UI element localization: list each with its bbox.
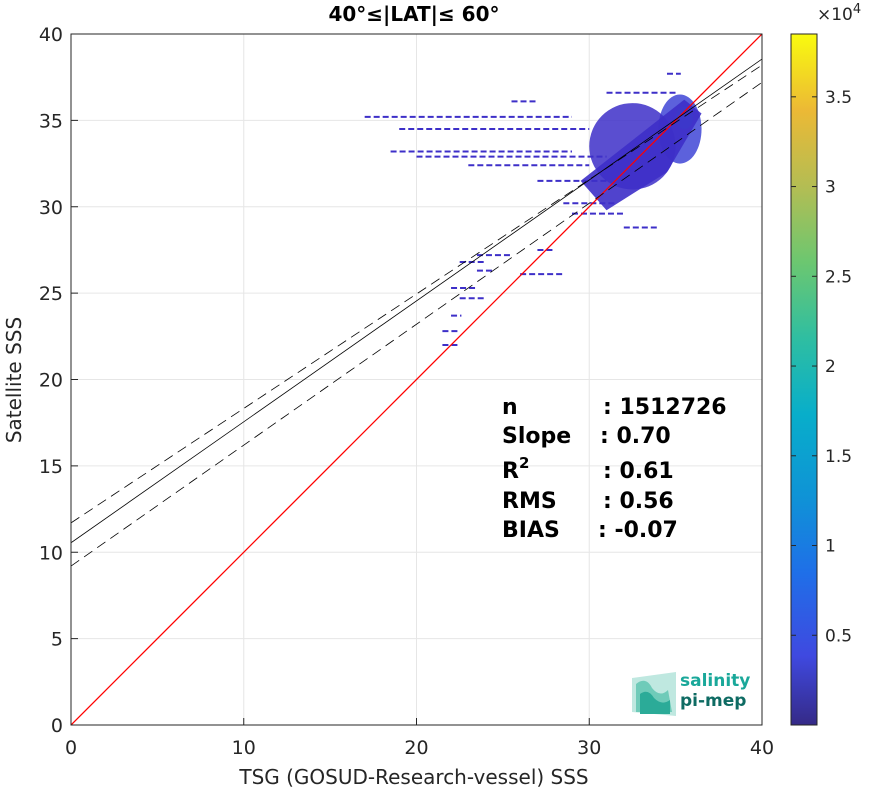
stat-name-r2-sup: 2 [519, 454, 529, 472]
y-tick-label: 30 [39, 197, 63, 219]
regression-line [71, 58, 762, 544]
regression-upper-bound-line [71, 64, 762, 524]
regression-lower-bound-line [71, 82, 762, 567]
density-cloud [364, 72, 702, 346]
stat-value-rms: : 0.56 [603, 489, 674, 514]
y-tick-label: 20 [39, 370, 63, 392]
colorbar [790, 33, 818, 726]
identity-line [71, 34, 762, 725]
logo-waves-icon [632, 672, 676, 716]
stat-name-slope: Slope [502, 424, 571, 449]
colorbar-exponent-base: ×10 [817, 5, 853, 25]
y-axis-ticks: 0 5 10 15 20 25 30 35 40 [39, 24, 78, 737]
salinity-pi-mep-logo: salinity pi-mep [632, 671, 750, 716]
x-tick-label: 40 [750, 737, 774, 759]
colorbar-ticks: 0.5 1 1.5 2 2.5 3 3.5 [791, 88, 852, 646]
x-tick-label: 10 [232, 737, 256, 759]
colorbar-tick-label: 0.5 [825, 626, 852, 646]
y-tick-label: 35 [39, 110, 63, 132]
stat-name-r2: R2 [502, 454, 529, 484]
y-axis-label: Satellite SSS [2, 317, 26, 443]
colorbar-tick-label: 1 [825, 537, 836, 557]
stat-value-bias: : -0.07 [598, 518, 678, 543]
colorbar-exponent: ×104 [817, 2, 861, 25]
colorbar-tick-label: 2 [825, 357, 836, 377]
x-axis-label: TSG (GOSUD-Research-vessel) SSS [238, 765, 588, 789]
stat-value-r2: : 0.61 [603, 459, 674, 484]
reference-lines [71, 34, 762, 725]
colorbar-tick-label: 3.5 [825, 88, 852, 108]
y-tick-label: 10 [39, 542, 63, 564]
x-tick-label: 30 [577, 737, 601, 759]
colorbar-tick-label: 1.5 [825, 447, 852, 467]
statistics-box: n : 1512726 Slope : 0.70 R2 : 0.61 RMS :… [502, 395, 727, 543]
colorbar-exponent-power: 4 [853, 2, 861, 17]
y-tick-label: 40 [39, 24, 63, 46]
y-tick-label: 25 [39, 283, 63, 305]
y-tick-label: 0 [51, 715, 63, 737]
x-tick-label: 20 [404, 737, 428, 759]
x-axis-ticks: 0 10 20 30 40 [65, 718, 774, 759]
stat-name-rms: RMS [502, 489, 557, 514]
stat-name-n: n [502, 395, 518, 420]
logo-text-salinity: salinity [680, 671, 750, 691]
logo-text-pi-mep: pi-mep [680, 691, 746, 711]
stat-name-bias: BIAS [502, 518, 560, 543]
colorbar-tick-label: 2.5 [825, 267, 852, 287]
stat-value-n: : 1512726 [603, 395, 727, 420]
x-tick-label: 0 [65, 737, 77, 759]
chart-title: 40°≤|LAT|≤ 60° [328, 2, 499, 26]
y-tick-label: 15 [39, 456, 63, 478]
colorbar-tick-label: 3 [825, 178, 836, 198]
y-tick-label: 5 [51, 629, 63, 651]
stat-value-slope: : 0.70 [600, 424, 671, 449]
stat-name-r2-base: R [502, 459, 519, 484]
